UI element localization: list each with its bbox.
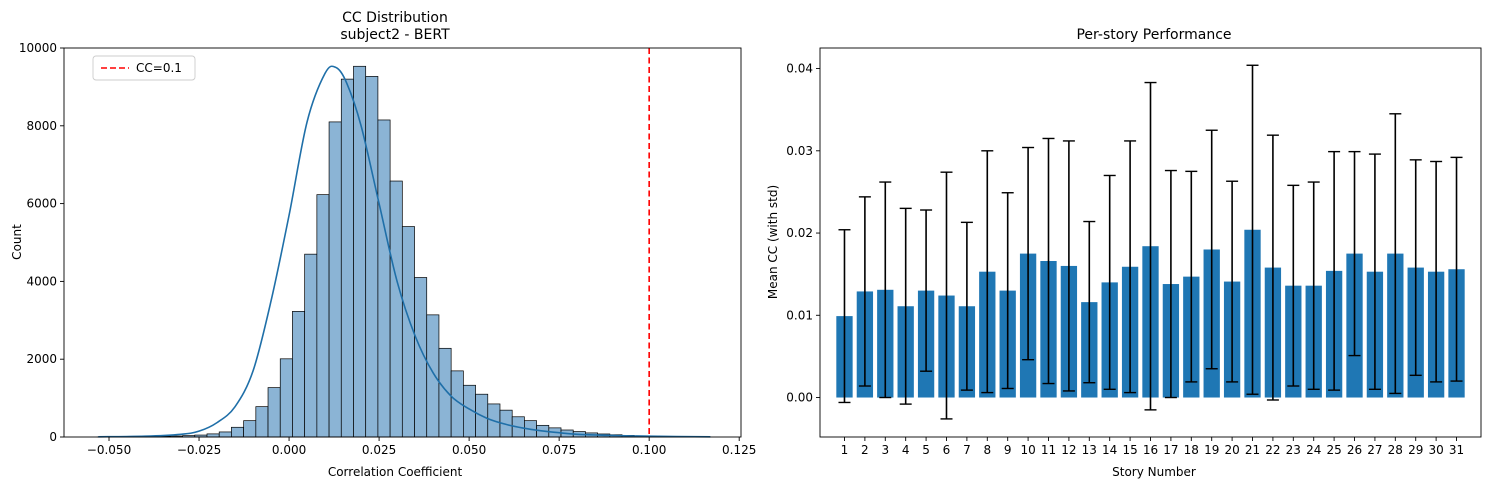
- histogram-bar: [206, 433, 220, 438]
- x-tick-label: 0.050: [452, 443, 486, 457]
- x-tick-label: 10: [1020, 443, 1035, 457]
- histogram-bar: [316, 194, 330, 438]
- x-tick-label: 18: [1184, 443, 1199, 457]
- y-tick-label: 0.02: [786, 226, 813, 240]
- x-tick-label: 31: [1449, 443, 1464, 457]
- bar-chart-panel: Per-story Performance 1 2 3 4 5 6 7 8 9 10 11 12 13 1…: [766, 27, 1482, 479]
- histogram-bar: [304, 253, 318, 438]
- x-tick-label: 25: [1326, 443, 1341, 457]
- histogram-bar: [377, 119, 391, 438]
- legend-label: CC=0.1: [136, 61, 182, 75]
- x-tick-label: 6: [943, 443, 951, 457]
- x-tick-label: 13: [1082, 443, 1097, 457]
- legend-box: [92, 55, 196, 81]
- x-tick-label: 7: [963, 443, 971, 457]
- x-tick-label: 0.125: [722, 443, 756, 457]
- histogram-bar: [243, 420, 257, 438]
- histogram-bar: [292, 311, 306, 438]
- kde-curve: [98, 65, 711, 438]
- x-tick-label: 22: [1265, 443, 1280, 457]
- hist-subtitle: subject2 - BERT: [340, 27, 450, 43]
- histogram-bar: [218, 431, 232, 438]
- histogram-bar: [438, 347, 452, 438]
- histogram-bar: [365, 76, 379, 438]
- histogram-bar: [231, 426, 244, 438]
- y-tick-label: 0.01: [786, 308, 813, 322]
- plot-frame: [819, 47, 1482, 438]
- bar-ylabel: Mean CC (with std): [766, 185, 780, 299]
- x-tick-label: 24: [1306, 443, 1321, 457]
- x-tick-label: 9: [1004, 443, 1012, 457]
- x-tick-label: −0.025: [177, 443, 221, 457]
- x-axis-ticks: 1 2 3 4 5 6 7 8 9 10 11 12 13 14 15 16 17 18 19 20 21 22 23 24 2…: [841, 437, 1464, 457]
- histogram-bar: [279, 358, 293, 438]
- x-axis-ticks: −0.050 −0.025 0.000 0.025 0.050 0.075 0.100 0.1…: [87, 437, 756, 457]
- x-tick-label: 3: [881, 443, 889, 457]
- x-tick-label: 0.000: [272, 443, 306, 457]
- x-tick-label: 15: [1122, 443, 1137, 457]
- histogram-bar: [389, 180, 403, 438]
- x-tick-label: 14: [1102, 443, 1117, 457]
- histogram-bars: [96, 65, 708, 438]
- y-tick-label: 0.00: [786, 391, 813, 405]
- hist-xlabel: Correlation Coefficient: [328, 465, 463, 479]
- x-tick-label: 28: [1388, 443, 1403, 457]
- x-tick-label: 0.100: [632, 443, 666, 457]
- x-tick-label: 27: [1367, 443, 1382, 457]
- error-bars: [838, 64, 1463, 420]
- x-tick-label: 30: [1428, 443, 1443, 457]
- x-tick-label: 2: [861, 443, 869, 457]
- x-tick-label: 23: [1286, 443, 1301, 457]
- histogram-bar: [255, 406, 269, 438]
- y-tick-label: 0.03: [786, 144, 813, 158]
- x-tick-label: 20: [1224, 443, 1239, 457]
- y-tick-label: 4000: [26, 274, 57, 288]
- bar-xlabel: Story Number: [1112, 465, 1196, 479]
- histogram-bar: [328, 121, 342, 438]
- y-tick-label: 6000: [26, 197, 57, 211]
- x-tick-label: 26: [1347, 443, 1362, 457]
- y-tick-label: 0.04: [786, 62, 813, 76]
- x-tick-label: 12: [1061, 443, 1076, 457]
- y-tick-label: 0: [49, 430, 57, 444]
- hist-title: CC Distribution: [342, 10, 448, 26]
- legend: CC=0.1: [92, 55, 196, 81]
- x-tick-label: 0.025: [362, 443, 396, 457]
- y-tick-label: 8000: [26, 119, 57, 133]
- histogram-panel: CC Distribution subject2 - BERT −0.050 −0…: [10, 10, 756, 479]
- x-tick-label: 17: [1163, 443, 1178, 457]
- x-tick-label: 1: [841, 443, 849, 457]
- plot-frame: [63, 47, 742, 438]
- bar-title: Per-story Performance: [1076, 27, 1231, 43]
- histogram-bar: [340, 78, 354, 438]
- x-tick-label: 16: [1143, 443, 1158, 457]
- histogram-bar: [426, 314, 440, 438]
- hist-ylabel: Count: [10, 224, 24, 260]
- y-axis-ticks: 0 2000 4000 6000 8000 10000: [19, 41, 64, 444]
- x-tick-label: 21: [1245, 443, 1260, 457]
- x-tick-label: 8: [983, 443, 991, 457]
- histogram-bar: [267, 387, 281, 438]
- y-tick-label: 10000: [19, 41, 57, 55]
- x-tick-label: 19: [1204, 443, 1219, 457]
- x-tick-label: 0.075: [542, 443, 576, 457]
- x-tick-label: 5: [922, 443, 930, 457]
- x-tick-label: −0.050: [87, 443, 131, 457]
- y-tick-label: 2000: [26, 352, 57, 366]
- y-axis-ticks: 0.00 0.01 0.02 0.03 0.04: [786, 62, 820, 405]
- x-tick-label: 4: [902, 443, 910, 457]
- x-tick-label: 29: [1408, 443, 1423, 457]
- x-tick-label: 11: [1041, 443, 1056, 457]
